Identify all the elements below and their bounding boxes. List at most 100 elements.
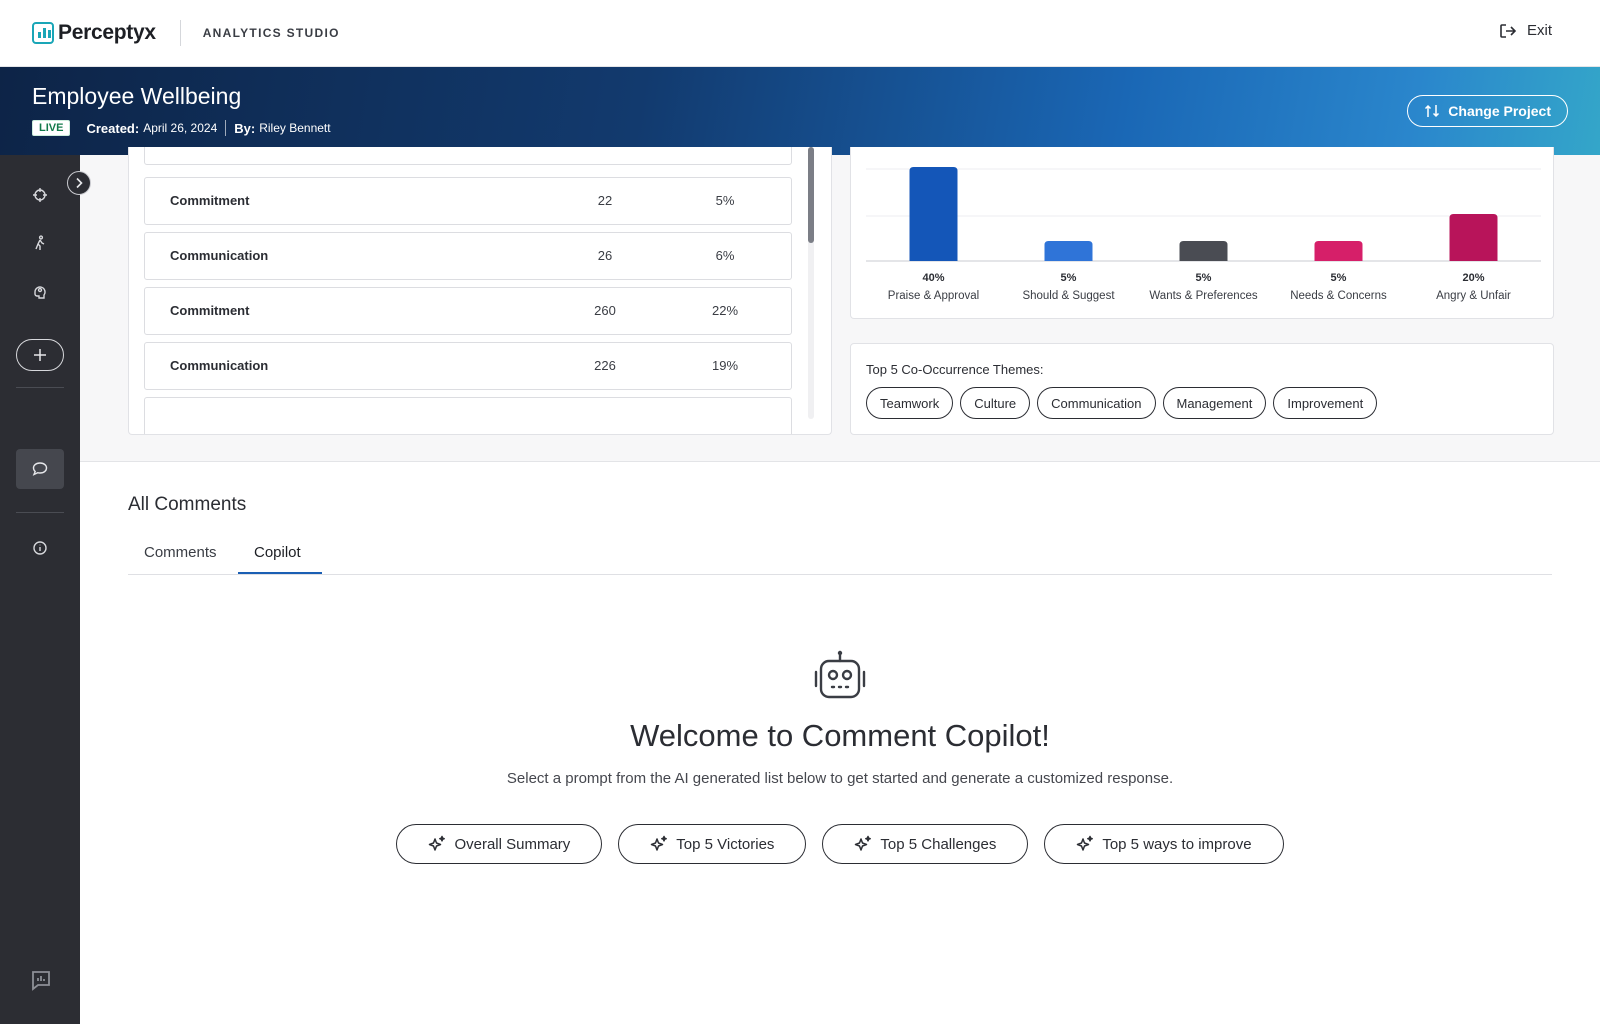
theme-name: Communication — [170, 358, 269, 373]
theme-percent: 19% — [711, 358, 739, 373]
chart-category-label: Praise & Approval — [888, 290, 979, 302]
co-occurrence-themes-panel: Top 5 Co-Occurrence Themes: Teamwork Cul… — [850, 343, 1554, 435]
by-label: By: — [234, 120, 256, 136]
exit-label: Exit — [1526, 22, 1552, 39]
prompt-label: Overall Summary — [454, 835, 571, 853]
top-bar: Perceptyx ANALYTICS STUDIO Exit — [0, 0, 1600, 67]
chart-bar[interactable] — [1314, 241, 1363, 261]
theme-percent: 22% — [711, 303, 739, 318]
change-project-label: Change Project — [1448, 103, 1551, 119]
table-row[interactable]: Commitment 260 22% — [144, 287, 792, 335]
theme-table-panel: Commitment 22 5% Communication 26 6% Com… — [128, 147, 832, 435]
scrollbar-track[interactable] — [808, 147, 814, 419]
chart-category-label: Needs & Concerns — [1290, 290, 1387, 302]
sentiment-bar-chart: 40% Praise & Approval 5% Should & Suggest 5%… — [866, 167, 1541, 302]
sidebar — [0, 155, 80, 1024]
copilot-panel: Welcome to Comment Copilot! Select a pro… — [80, 650, 1600, 864]
brand[interactable]: Perceptyx — [32, 21, 156, 45]
theme-count: 26 — [597, 248, 613, 263]
theme-count: 226 — [594, 358, 616, 373]
project-title: Employee Wellbeing — [32, 83, 242, 109]
theme-chip[interactable]: Culture — [960, 387, 1031, 419]
chart-category-label: Angry & Unfair — [1436, 290, 1511, 302]
theme-overview-section: Commitment 22 5% Communication 26 6% Com… — [80, 147, 1600, 462]
theme-chip[interactable]: Communication — [1037, 387, 1156, 419]
sentiment-chart-panel: 40% Praise & Approval 5% Should & Suggest 5%… — [850, 147, 1554, 319]
theme-count: 22 — [597, 193, 613, 208]
crosshair-icon[interactable] — [29, 184, 51, 206]
brand-name: Perceptyx — [58, 21, 156, 44]
themes-title: Top 5 Co-Occurrence Themes: — [866, 362, 1044, 377]
prompt-top-victories-button[interactable]: Top 5 Victories — [618, 824, 807, 864]
brand-divider — [179, 20, 181, 46]
chart-data-label: 40% — [922, 272, 944, 284]
comments-tabs: Comments Copilot — [128, 532, 1552, 575]
copilot-subtitle: Select a prompt from the AI generated li… — [506, 770, 1174, 787]
table-row[interactable]: Communication 26 6% — [144, 232, 792, 280]
change-project-button[interactable]: Change Project — [1407, 95, 1568, 127]
swap-icon — [1425, 104, 1440, 118]
studio-label: ANALYTICS STUDIO — [202, 26, 340, 40]
sidebar-divider — [16, 512, 64, 513]
active-tab-indicator — [238, 572, 322, 574]
prompt-top-challenges-button[interactable]: Top 5 Challenges — [822, 824, 1029, 864]
table-row[interactable]: Communication 226 19% — [144, 342, 792, 390]
chart-bar[interactable] — [1044, 241, 1093, 261]
project-meta: LIVE Created: April 26, 2024 By: Riley B… — [32, 120, 331, 136]
table-row[interactable] — [144, 397, 792, 434]
theme-name: Communication — [170, 248, 269, 263]
scrollbar-thumb[interactable] — [808, 147, 814, 243]
chart-category-label: Should & Suggest — [1022, 290, 1115, 302]
status-badge: LIVE — [32, 120, 71, 136]
created-value: April 26, 2024 — [143, 121, 218, 135]
prompt-top-ways-improve-button[interactable]: Top 5 ways to improve — [1044, 824, 1284, 864]
theme-name: Commitment — [170, 303, 250, 318]
robot-icon — [814, 650, 866, 699]
theme-percent: 5% — [715, 193, 735, 208]
sidebar-item-comments[interactable] — [16, 449, 64, 489]
chart-category-label: Wants & Preferences — [1149, 290, 1257, 302]
add-button[interactable] — [16, 339, 64, 371]
chart-bar[interactable] — [1449, 214, 1498, 261]
theme-percent: 6% — [715, 248, 735, 263]
project-banner: Employee Wellbeing LIVE Created: April 2… — [0, 67, 1600, 155]
perceptyx-logo-icon — [32, 22, 54, 44]
plus-icon — [34, 349, 46, 361]
chevron-right-icon — [76, 177, 83, 189]
info-icon[interactable] — [29, 537, 51, 559]
prompt-label: Top 5 Challenges — [880, 835, 997, 853]
by-value: Riley Bennett — [259, 121, 331, 135]
tab-copilot[interactable]: Copilot — [254, 544, 301, 561]
sidebar-toggle-button[interactable] — [67, 171, 91, 195]
sparkle-icon — [1077, 835, 1094, 851]
themes-chip-list: Teamwork Culture Communication Managemen… — [866, 387, 1384, 419]
all-comments-title: All Comments — [128, 494, 247, 515]
theme-count: 260 — [594, 303, 616, 318]
feedback-icon[interactable] — [29, 968, 53, 992]
sidebar-divider — [16, 387, 64, 388]
sparkle-icon — [855, 835, 872, 851]
table-row[interactable]: Commitment 22 5% — [144, 177, 792, 225]
copilot-welcome-title: Welcome to Comment Copilot! — [630, 718, 1050, 753]
chart-data-label: 5% — [1331, 272, 1347, 284]
table-row[interactable] — [144, 147, 792, 165]
created-label: Created: — [86, 120, 140, 136]
theme-chip[interactable]: Improvement — [1273, 387, 1378, 419]
sparkle-icon — [651, 835, 668, 851]
prompt-label: Top 5 Victories — [676, 835, 775, 853]
exit-button[interactable]: Exit — [1499, 22, 1552, 39]
chart-bar[interactable] — [1179, 241, 1228, 261]
theme-chip[interactable]: Teamwork — [866, 387, 954, 419]
chart-data-label: 20% — [1462, 272, 1484, 284]
brain-icon[interactable] — [29, 280, 51, 302]
walking-icon[interactable] — [29, 232, 51, 254]
prompt-list: Overall Summary Top 5 Victories Top 5 Ch… — [80, 824, 1600, 864]
meta-divider — [225, 120, 227, 136]
exit-icon — [1500, 23, 1517, 38]
sparkle-icon — [429, 835, 446, 851]
prompt-overall-summary-button[interactable]: Overall Summary — [396, 824, 603, 864]
theme-chip[interactable]: Management — [1162, 387, 1267, 419]
chart-data-label: 5% — [1196, 272, 1212, 284]
chart-bar[interactable] — [909, 167, 958, 261]
tab-comments[interactable]: Comments — [144, 544, 217, 561]
